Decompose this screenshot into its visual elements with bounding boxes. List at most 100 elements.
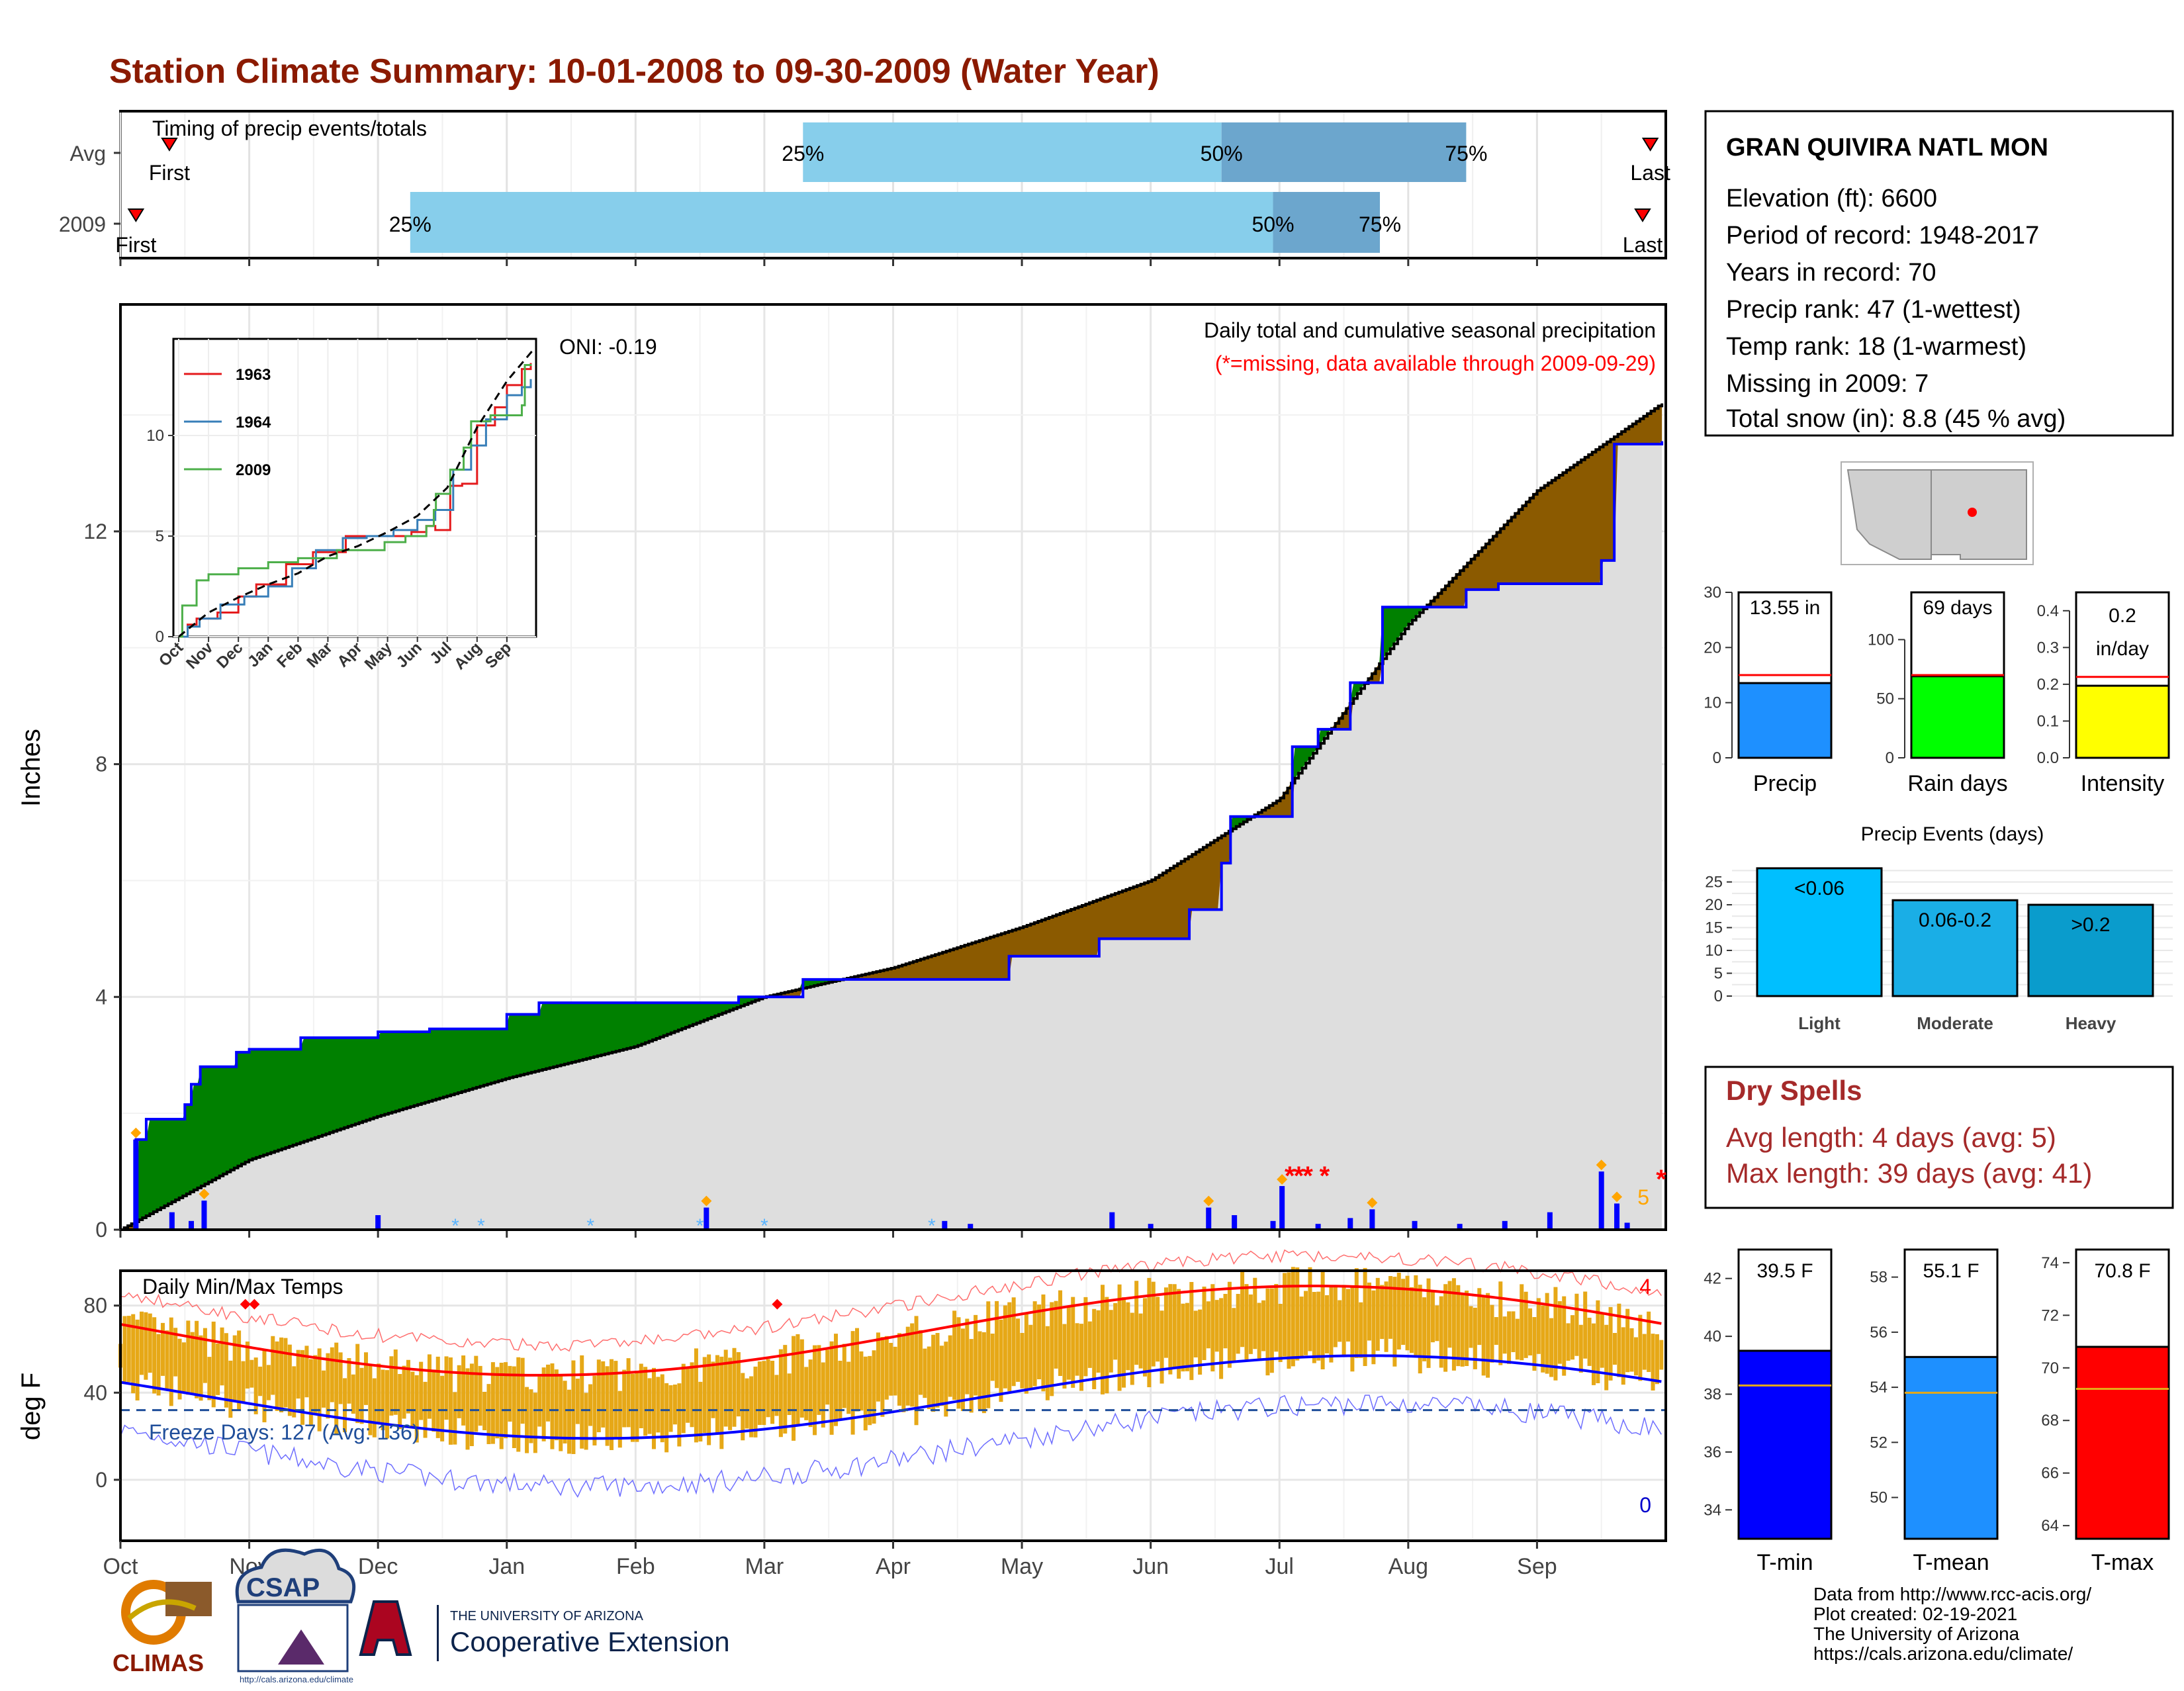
- inset-ytick-label: 5: [156, 527, 164, 545]
- credit-url: https://cals.arizona.edu/climate/: [1813, 1643, 2073, 1664]
- freeze-days-label: Freeze Days: 127 (Avg: 136): [149, 1420, 420, 1444]
- timing-last-label: Last: [1630, 161, 1670, 185]
- temp-bar-ytick-label: 34: [1704, 1501, 1721, 1519]
- inset-line-2009: [179, 364, 532, 638]
- station-location-marker: [1968, 508, 1977, 517]
- summary-bar-2: [2075, 684, 2170, 759]
- events-bar-moderate: [1891, 899, 2019, 997]
- daily-precip-bar: [1547, 1212, 1553, 1230]
- station-temp-rank: Temp rank: 18 (1-warmest): [1726, 333, 2026, 361]
- month-xticks: Oct Nov Dec Jan Feb Mar Apr May Jun Jul Aug Sep: [103, 1541, 1557, 1579]
- events-bar-light: [1756, 867, 1883, 997]
- temp-bar-ytick-label: 74: [2041, 1254, 2059, 1272]
- inset-legend-label-2009: 2009: [236, 461, 271, 479]
- average-cumulative-line: [120, 403, 1664, 1231]
- events-ytick-label: 25: [1705, 874, 1723, 891]
- timing-first-marker: [161, 138, 178, 152]
- summary-bar-0: [1737, 682, 1833, 759]
- snow-marker: *: [696, 1215, 704, 1237]
- summary-bar-ytick-label: 10: [1704, 694, 1721, 712]
- station-precip-rank: Precip rank: 47 (1-wettest): [1726, 296, 2021, 324]
- credit-plot-created: Plot created: 02-19-2021: [1813, 1604, 2017, 1624]
- events-ytick-label: 15: [1705, 919, 1723, 937]
- csap-mountain: [278, 1629, 324, 1665]
- record-high-marker: [240, 1299, 251, 1310]
- daily-precip-bar: [169, 1212, 175, 1230]
- summary-bar-value: 13.55 in: [1750, 597, 1821, 619]
- ua-divider: [437, 1605, 439, 1661]
- average-min-line: [120, 1354, 1662, 1440]
- precip-subheader: (*=missing, data available through 2009-…: [1215, 351, 1656, 375]
- snow-marker: *: [928, 1215, 936, 1237]
- credits: Data from http://www.rcc-acis.org/ Plot …: [1813, 1584, 2091, 1664]
- summary-bar-ytick-label: 0.0: [2037, 749, 2059, 767]
- timing-bar-50-75: [1221, 122, 1467, 182]
- timing-row-label-avg: Avg: [69, 142, 106, 165]
- timing-caption: Timing of precip events/totals: [152, 116, 427, 140]
- temp-bar-ytick-label: 42: [1704, 1270, 1721, 1288]
- temp-yticks: 0 40 80: [83, 1294, 120, 1492]
- month-xtick-label: Apr: [876, 1554, 911, 1579]
- temp-header: Daily Min/Max Temps: [142, 1275, 343, 1299]
- daily-precip-bar: [375, 1215, 381, 1230]
- csap-url: http://cals.arizona.edu/climate: [240, 1674, 353, 1684]
- snow-marker: *: [760, 1215, 768, 1237]
- month-xtick-label: Jun: [1132, 1554, 1169, 1579]
- missing-marker: *: [1294, 1162, 1304, 1191]
- timing-bar-25-50: [410, 192, 1273, 253]
- temp-ylabel: deg F: [17, 1373, 46, 1440]
- missing-marker: *: [1285, 1162, 1295, 1191]
- precip-panel-frame: [119, 303, 1667, 1231]
- month-xtick-label: May: [1001, 1554, 1043, 1579]
- month-xtick-label: Jan: [488, 1554, 525, 1579]
- timing-first-label: First: [115, 233, 156, 257]
- dry-spells-max: Max length: 39 days (avg: 41): [1726, 1158, 2092, 1189]
- climas-swoosh: [127, 1599, 197, 1621]
- events-ytick-label: 20: [1705, 896, 1723, 914]
- inset-frame: [172, 338, 537, 638]
- daily-precip-bar: [1232, 1215, 1238, 1230]
- timing-last-marker: [1634, 208, 1651, 222]
- temp-bar-ytick-label: 50: [1870, 1489, 1888, 1507]
- month-xtick-label: Mar: [745, 1554, 784, 1579]
- average-max-line: [120, 1285, 1662, 1377]
- timing-bar-25-50: [803, 122, 1222, 182]
- heavy-event-marker: [1277, 1174, 1288, 1185]
- record-high-marker: [249, 1299, 260, 1310]
- record-max-line: [120, 1249, 1662, 1352]
- heavy-event-marker: [1367, 1197, 1378, 1209]
- events-bar-label: <0.06: [1794, 878, 1844, 899]
- station-years: Years in record: 70: [1726, 259, 1936, 287]
- temp-bar-1: [1903, 1355, 1999, 1540]
- inset-line-1964: [179, 379, 532, 638]
- ua-line2: Cooperative Extension: [450, 1626, 730, 1657]
- events-ytick-label: 10: [1705, 942, 1723, 960]
- climas-logo: CLIMAS: [113, 1580, 212, 1676]
- ua-a-mark: [359, 1600, 412, 1656]
- temp-bar-ytick-label: 66: [2041, 1465, 2059, 1483]
- timing-label-50: 50%: [1251, 212, 1294, 236]
- heavy-event-marker: [1612, 1191, 1623, 1203]
- daily-precip-bar: [1206, 1207, 1212, 1230]
- dry-spells-avg: Avg length: 4 days (avg: 5): [1726, 1122, 2056, 1153]
- cumulative-overlap-area: [120, 441, 1662, 1230]
- temp-bar-ytick-label: 40: [1704, 1328, 1721, 1346]
- month-xtick-label: Dec: [358, 1554, 398, 1579]
- temp-bar-0: [1737, 1349, 1833, 1540]
- heavy-event-marker: [199, 1189, 210, 1200]
- temp-bar-ytick-label: 56: [1870, 1324, 1888, 1342]
- station-missing: Missing in 2009: 7: [1726, 370, 1929, 398]
- daily-precip-bar: [1369, 1209, 1375, 1230]
- timing-label-75: 75%: [1445, 142, 1487, 165]
- daily-precip-bar: [201, 1201, 207, 1230]
- temp-ytick-label: 40: [83, 1381, 107, 1404]
- daily-precip-bar: [704, 1207, 709, 1230]
- missing-marker: *: [1302, 1162, 1313, 1191]
- station-info-box: GRAN QUIVIRA NATL MON Elevation (ft): 66…: [1704, 110, 2174, 437]
- summary-bar-value-unit: in/day: [2096, 638, 2149, 660]
- dry-spells-frame: [1704, 1066, 2174, 1209]
- summary-bar-label: Intensity: [2081, 771, 2165, 796]
- daily-precip-bar: [1279, 1186, 1285, 1230]
